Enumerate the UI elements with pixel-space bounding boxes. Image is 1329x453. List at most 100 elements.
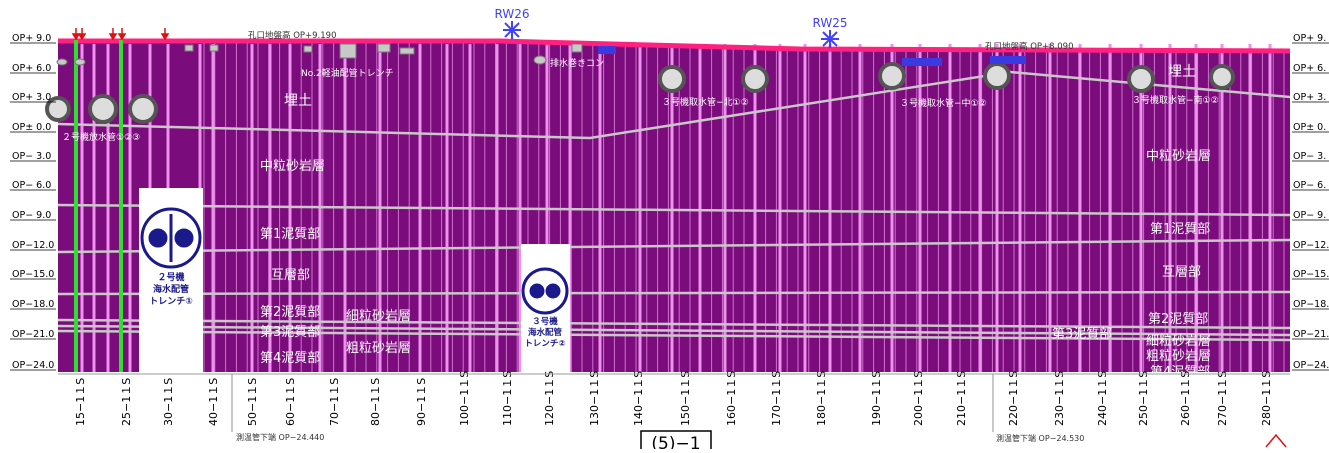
sheet-label: 50−1１S [246,378,259,426]
ground-surface-line [58,38,1291,54]
elevation-label-right: OP−21. [1293,329,1329,340]
sheet-label: 250−1１S [1137,371,1150,426]
elevation-label-left: OP−21.0 [12,329,54,340]
well-marker-icon [503,21,839,48]
trench-label: 海水配管 [528,327,563,338]
elevation-label-left: OP−15.0 [12,269,54,280]
elevation-label-left: OP+ 3.0 [12,92,51,103]
sheet-label: 240−1１S [1096,371,1109,426]
figure-number: (5)−1 [651,434,700,449]
sheet-label: 70−1１S [328,378,341,426]
layer-label: 中粒砂岩層 [260,159,325,174]
sheet-label: 190−1１S [870,371,883,426]
layer-label: 粗粒砂岩層 [1146,349,1211,364]
sheet-label: 120−1１S [543,371,556,426]
elevation-label-left: OP− 9.0 [12,210,51,221]
layer-label: 第1泥質部 [1150,222,1210,237]
sheet-label: 90−1１S [415,378,428,426]
sheet-label: 180−1１S [815,371,828,426]
elevation-label-left: OP− 6.0 [12,180,51,191]
sheet-label: 270−1１S [1216,371,1229,426]
elevation-label-left: OP−18.0 [12,299,54,310]
sheet-label: 210−1１S [955,371,968,426]
layer-label: 互層部 [1162,265,1201,280]
structure-label: ３号機取水管−北①② [662,96,749,108]
sheet-label: 160−1１S [725,371,738,426]
elevation-label-right: OP−18. [1293,299,1329,310]
elevation-label-right: OP−15. [1293,269,1329,280]
trench-icon [140,207,569,315]
trench-label: トレンチ② [524,339,565,349]
pipe-circles [45,62,1235,124]
sheet-label: 260−1１S [1179,371,1192,426]
layer-label: 埋土 [284,93,312,109]
trench-label: ３号機 [532,316,558,327]
sheet-label: 80−1１S [369,378,382,426]
layer-label: 第3泥質部 [1052,327,1112,342]
sheet-label: 220−1１S [1007,371,1020,426]
layer-label: 第2泥質部 [1148,312,1208,327]
sheet-label: 200−1１S [912,371,925,426]
pipe-bottom-label: 測温管下端 OP−24.530 [996,433,1084,443]
elevation-label-right: OP− 9. [1293,210,1326,221]
blue-blocks [598,46,1026,66]
surface-elevation-label: 孔口地盤高 OP+8.090 [985,41,1073,52]
surface-structures [56,43,583,66]
sheet-label: 40−1１S [207,378,220,426]
trench-box-3 [521,244,570,372]
red-up-arrow-icon [1265,433,1287,448]
surface-elevation-label: 孔口地盤高 OP+9.190 [248,30,336,41]
layer-label: 第3泥質部 [260,325,320,340]
sheet-label: 15−1１S [74,378,87,426]
elevation-label-right: OP−24. [1293,360,1329,371]
well-label: RW25 [813,16,848,30]
layer-label: 細粒砂岩層 [1146,334,1211,349]
sheet-label: 140−1１S [632,371,645,426]
sheet-label: 30−1１S [162,378,175,426]
elevation-label-right: OP−12. [1293,240,1329,251]
layer-label: 互層部 [271,268,310,283]
elevation-label-right: OP+ 6. [1293,63,1326,74]
sheet-label: 130−1１S [588,371,601,426]
elevation-label-right: OP± 0. [1293,122,1326,133]
elevation-label-right: OP+ 9. [1293,33,1326,44]
elevation-ticks [10,42,1329,371]
trench-label: ２号機 [157,271,184,283]
elevation-label-left: OP− 3.0 [12,151,51,162]
sheet-label: 60−1１S [284,378,297,426]
trench-label: トレンチ① [149,296,193,307]
elevation-label-right: OP+ 3. [1293,92,1326,103]
elevation-label-right: OP− 3. [1293,151,1326,162]
elevation-label-left: OP+ 9.0 [12,33,51,44]
elevation-label-left: OP+ 6.0 [12,63,51,74]
layer-label: 埋土 [1168,64,1196,80]
layer-label: 第1泥質部 [260,227,320,242]
trench-label: 海水配管 [153,283,189,295]
structure-label: ３号機取水管−中①② [900,97,987,109]
red-arrow-markers [71,28,170,41]
elevation-label-left: OP−12.0 [12,240,54,251]
structure-label: ３号機取水管−南①② [1132,94,1219,106]
layer-label: 第4泥質部 [1150,365,1210,380]
sheet-label: 280−1１S [1260,371,1273,426]
pipe-bottom-label: 測温管下端 OP−24.440 [236,432,324,442]
layer-label: 中粒砂岩層 [1146,149,1211,164]
layer-label: 粗粒砂岩層 [346,341,411,356]
layer-label: 第4泥質部 [260,351,320,366]
elevation-label-right: OP− 6. [1293,180,1326,191]
sheet-label: 100−1１S [458,371,471,426]
sheet-label: 230−1１S [1053,371,1066,426]
sheet-label: 25−1１S [120,378,133,426]
sheet-label: 170−1１S [770,371,783,426]
structure-label: No.2軽油配管トレンチ [301,67,394,79]
structure-label: 排水巻きコン [550,57,604,69]
sheet-label: 110−1１S [501,371,514,426]
layer-label: 細粒砂岩層 [346,309,411,324]
sheet-label: 150−1１S [679,371,692,426]
elevation-label-left: OP± 0.0 [12,122,51,133]
structure-label: ２号機放水管①②③ [62,131,140,143]
well-label: RW26 [495,7,530,21]
layer-label: 第2泥質部 [260,305,320,320]
elevation-label-left: OP−24.0 [12,360,54,371]
